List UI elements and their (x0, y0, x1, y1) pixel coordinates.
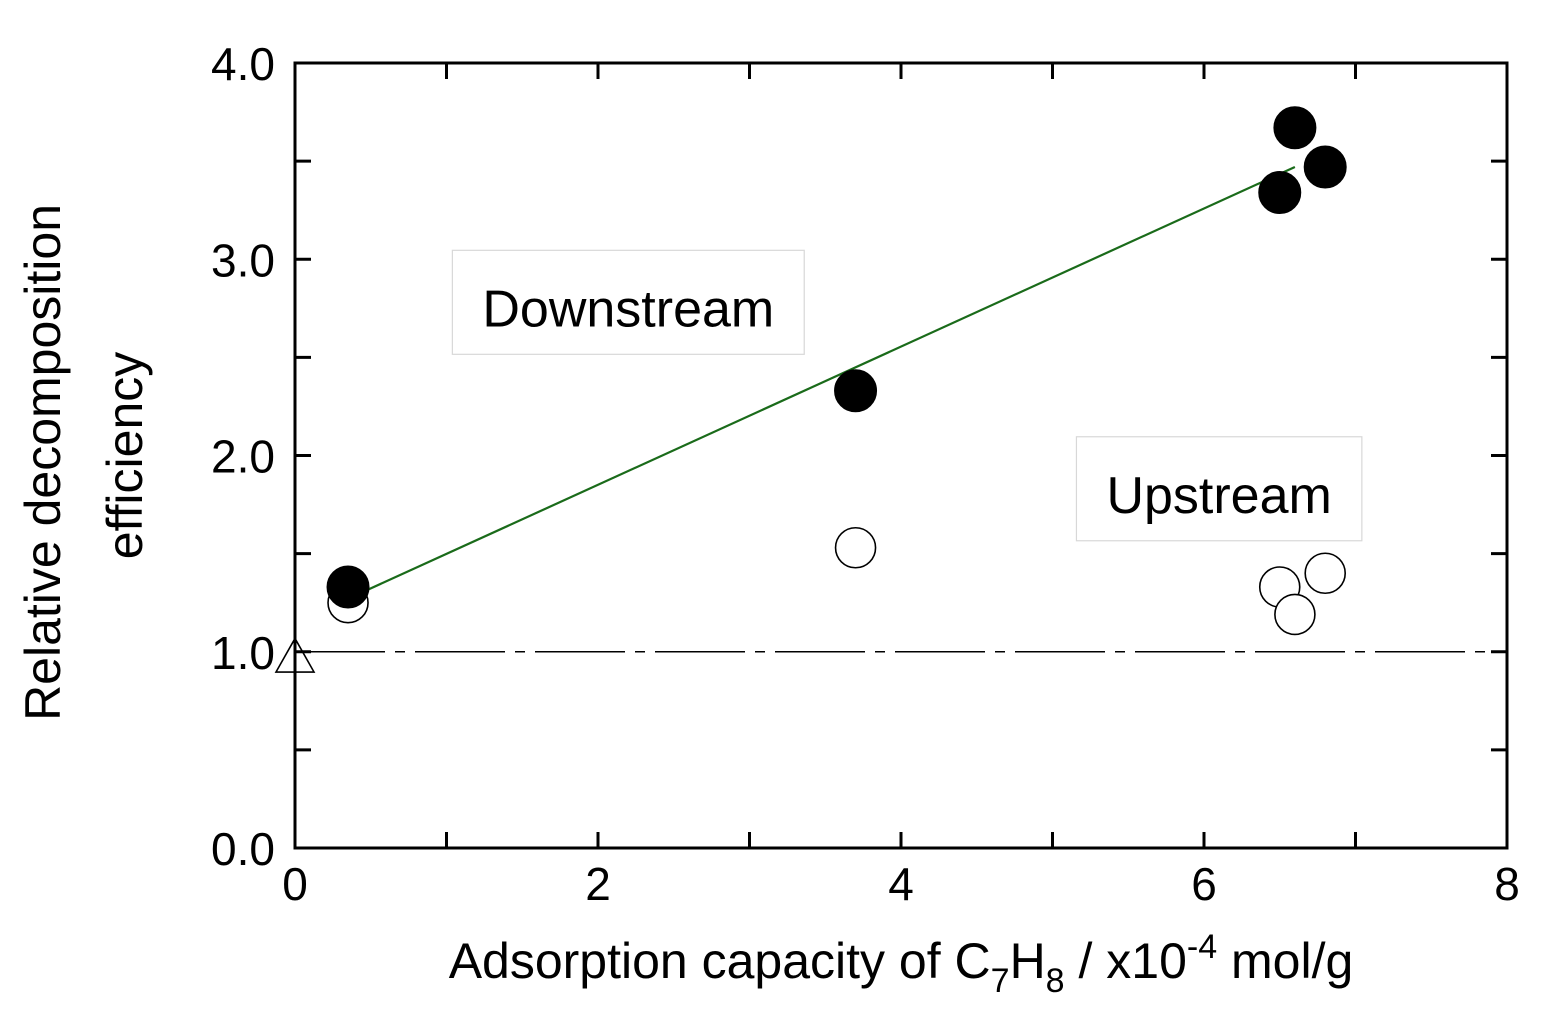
filled-circle-point (326, 565, 370, 609)
x-tick-label: 0 (282, 858, 308, 910)
data-points (274, 106, 1347, 673)
x-axis-title-unit-post: mol/g (1217, 933, 1353, 989)
y-axis-title-line2: efficiency (97, 352, 153, 560)
x-tick-label: 2 (585, 858, 611, 910)
y-axis-title-line1: Relative decomposition (15, 204, 71, 721)
fit-line-group (347, 166, 1296, 600)
filled-circle-point (834, 369, 878, 413)
x-axis-title: Adsorption capacity of C7H8 / x10-4 mol/… (449, 928, 1354, 1000)
x-tick-label: 4 (888, 858, 914, 910)
y-axis-title: Relative decomposition efficiency (15, 190, 153, 721)
annotation-labels: Downstream Upstream (482, 280, 1331, 524)
annotation-boxes (451, 249, 1363, 542)
x-tick-label: 6 (1191, 858, 1217, 910)
open-circle-point (834, 526, 877, 569)
fit-line (347, 166, 1296, 600)
y-tick-label: 2.0 (211, 431, 275, 483)
y-tick-label: 0.0 (211, 823, 275, 875)
filled-circle-point (1303, 145, 1347, 189)
x-axis-title-prefix: Adsorption capacity of C (449, 933, 991, 989)
x-axis-title-sup: -4 (1187, 928, 1217, 966)
x-axis-title-unit-pre: / x10 (1065, 933, 1187, 989)
y-tick-label: 1.0 (211, 627, 275, 679)
annotation-box (1075, 436, 1363, 542)
annotation-label: Upstream (1106, 467, 1331, 525)
x-axis-title-sub1: 7 (991, 962, 1010, 1000)
annotation-box (451, 249, 805, 355)
filled-circle-point (1273, 106, 1317, 150)
y-tick-labels: 0.0 1.0 2.0 3.0 4.0 (211, 38, 275, 875)
x-axis-title-mid: H (1010, 933, 1046, 989)
open-circle-point (1304, 552, 1346, 595)
filled-circle-point (1258, 171, 1302, 215)
annotation-label: Downstream (482, 280, 774, 338)
open-circle-point (1274, 593, 1316, 636)
x-tick-label: 8 (1494, 858, 1520, 910)
axis-ticks (293, 61, 1509, 850)
x-axis-title-sub2: 8 (1046, 962, 1065, 1000)
x-tick-labels: 0 2 4 6 8 (282, 858, 1520, 910)
y-tick-label: 4.0 (211, 38, 275, 90)
y-tick-label: 3.0 (211, 234, 275, 286)
